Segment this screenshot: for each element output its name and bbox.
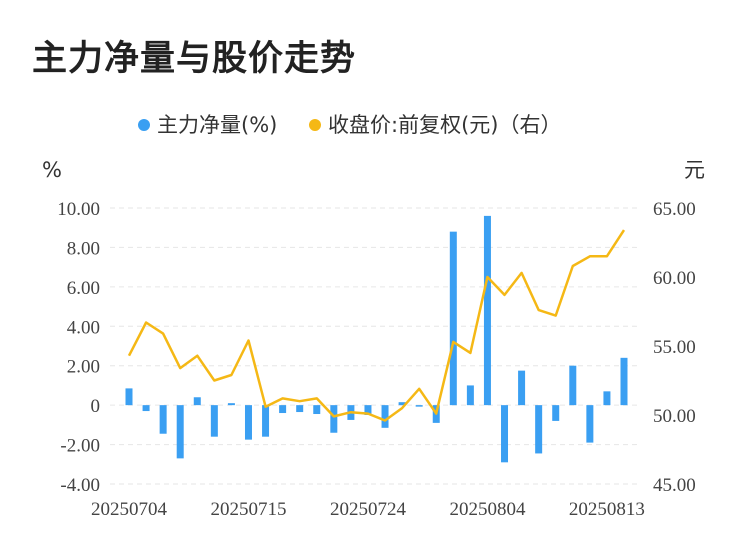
bar [244,405,252,440]
right-tick-label: 45.00 [653,475,696,496]
bar [398,402,406,406]
right-tick-label: 55.00 [653,337,696,358]
right-tick-label: 60.00 [653,268,696,289]
right-tick-label: 50.00 [653,406,696,427]
page-title: 主力净量与股价走势 [32,39,357,79]
legend-marker-line [309,119,321,131]
bar [364,405,372,415]
bar [415,405,423,407]
price-line [127,229,626,422]
bar [501,405,509,463]
bar [279,405,287,414]
legend-label-bar: 主力净量(%) [157,113,277,137]
bar [210,405,218,437]
legend-label-line: 收盘价:前复权(元)（右） [328,113,561,137]
left-tick-label: 4.00 [67,317,100,338]
x-tick-label: 20250804 [449,499,526,520]
bar [330,405,338,433]
bar [586,405,594,443]
x-tick-label: 20250704 [91,499,168,520]
legend: 主力净量(%) 收盘价:前复权(元)（右） [138,113,561,137]
line-series [127,229,626,422]
bar [313,405,321,415]
bar [125,388,133,406]
bar [466,385,474,406]
bar [193,397,201,406]
bar [142,405,150,412]
left-axis-unit: % [42,158,62,182]
left-tick-label: 0 [91,396,101,417]
left-tick-label: 8.00 [67,238,100,259]
x-tick-label: 20250813 [569,499,645,520]
left-tick-label: 2.00 [67,357,100,378]
bar [159,405,167,434]
left-tick-label: -4.00 [60,475,100,496]
bar [569,365,577,406]
bar [620,357,628,406]
left-tick-label: 10.00 [57,199,100,220]
right-tick-label: 65.00 [653,199,696,220]
left-tick-label: 6.00 [67,278,100,299]
bar [603,391,611,406]
left-axis-ticks: 10.00 8.00 6.00 4.00 2.00 0 -2.00 -4.00 [57,199,100,496]
bar [535,405,543,454]
bar [483,215,491,406]
bar [176,405,184,459]
bar [381,405,389,428]
bar [296,405,304,413]
legend-marker-bar [138,119,150,131]
x-tick-label: 20250724 [330,499,407,520]
x-axis-ticks: 20250704 20250715 20250724 20250804 20250813 [91,499,645,520]
bar [262,405,270,437]
left-tick-label: -2.00 [60,436,100,457]
bar [552,405,560,421]
bar [518,370,526,406]
grid [110,207,640,485]
bar [449,231,457,406]
right-axis-unit: 元 [684,158,705,182]
right-axis-ticks: 65.00 60.00 55.00 50.00 45.00 [653,199,696,496]
bar-series [125,215,628,463]
bar [227,403,235,406]
x-tick-label: 20250715 [210,499,286,520]
